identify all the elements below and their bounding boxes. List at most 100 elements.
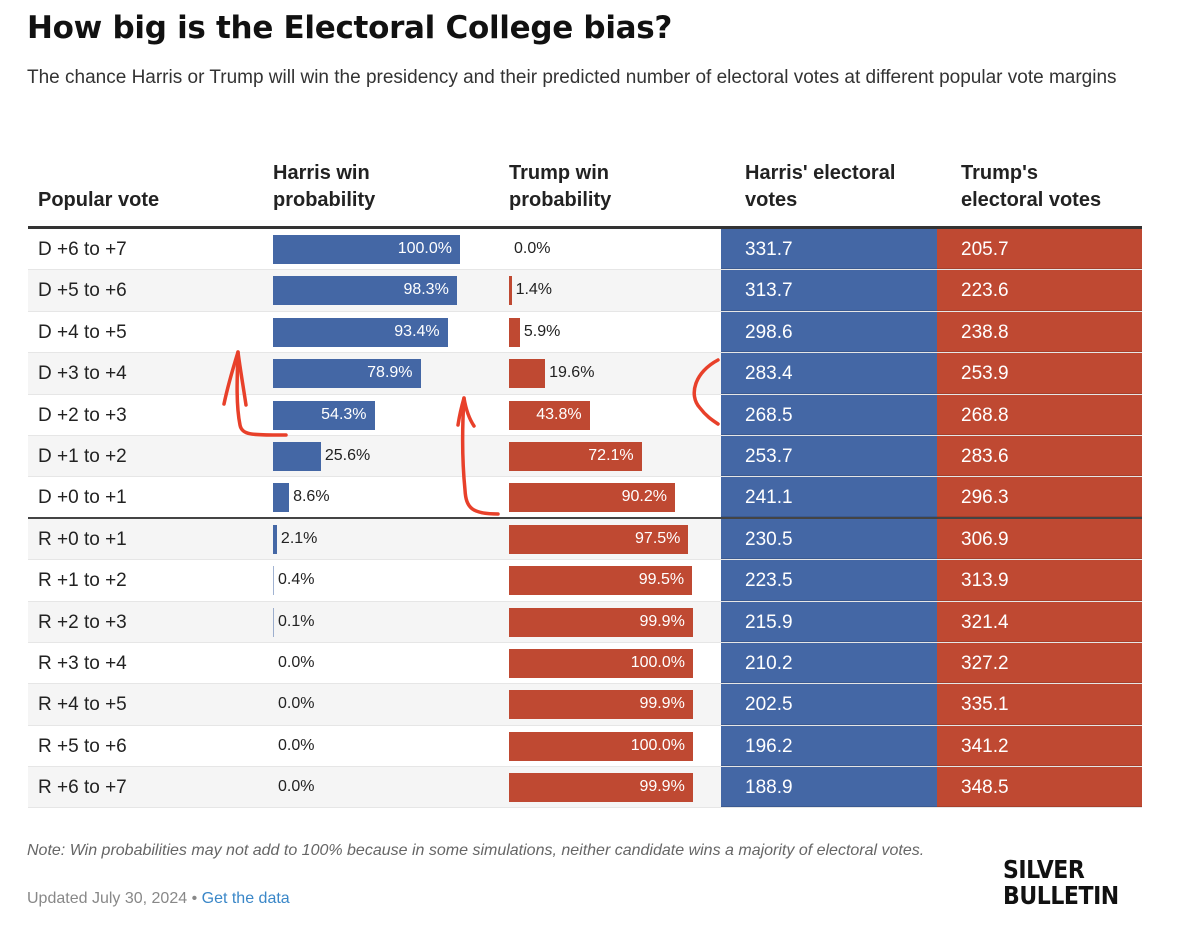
harris-ev-cell: 202.5	[721, 684, 937, 725]
popular-vote-cell: R +0 to +1	[38, 528, 127, 550]
table-row: R +5 to +6 0.0% 100.0% 196.2 341.2	[28, 725, 1142, 768]
harris-ev-cell: 210.2	[721, 642, 937, 684]
popular-vote-cell: R +3 to +4	[38, 652, 127, 674]
table-row: D +1 to +2 25.6% 72.1% 253.7 283.6	[28, 435, 1142, 478]
harris-ev-cell: 313.7	[721, 270, 937, 311]
harris-win-label: 0.1%	[278, 612, 315, 630]
harris-win-bar	[273, 400, 375, 430]
harris-win-bar	[273, 441, 321, 471]
table-header: Popular vote Harris win probability Trum…	[28, 150, 1142, 229]
trump-win-bar	[509, 607, 693, 637]
popular-vote-cell: D +0 to +1	[38, 487, 127, 509]
header-trump-win-line2: probability	[509, 189, 612, 211]
header-trump-win[interactable]: Trump win probability	[509, 160, 611, 214]
separator-dot: •	[187, 890, 202, 907]
header-harris-ev[interactable]: Harris' electoral votes	[745, 160, 895, 214]
header-harris-ev-line1: Harris' electoral	[745, 162, 896, 184]
harris-win-bar	[273, 276, 457, 306]
trump-ev-cell: 253.9	[937, 353, 1142, 394]
chart-subtitle: The chance Harris or Trump will win the …	[27, 67, 1117, 88]
harris-win-bar	[273, 359, 421, 389]
popular-vote-cell: D +6 to +7	[38, 239, 127, 260]
harris-ev-cell: 188.9	[721, 767, 937, 808]
trump-ev-cell: 306.9	[937, 518, 1142, 560]
harris-win-label: 0.0%	[278, 695, 315, 713]
trump-win-label: 97.5%	[635, 529, 681, 547]
trump-win-bar	[509, 731, 693, 761]
trump-win-label: 99.9%	[639, 695, 685, 713]
trump-win-label: 72.1%	[588, 446, 634, 464]
chart-title: How big is the Electoral College bias?	[27, 10, 673, 46]
table-row: D +6 to +7 100.0% 0.0% 331.7 205.7	[28, 229, 1142, 271]
table-row: R +4 to +5 0.0% 99.9% 202.5 335.1	[28, 684, 1142, 726]
harris-win-label: 0.0%	[278, 778, 315, 796]
table-row: R +1 to +2 0.4% 99.5% 223.5 313.9	[28, 560, 1142, 602]
trump-win-label: 100.0%	[630, 653, 685, 671]
popular-vote-cell: D +3 to +4	[38, 363, 127, 385]
footnote: Note: Win probabilities may not add to 1…	[27, 842, 925, 859]
harris-ev-cell: 215.9	[721, 601, 937, 642]
harris-win-label: 0.0%	[278, 653, 315, 671]
table-body: D +6 to +7 100.0% 0.0% 331.7 205.7 D +5 to +6…	[28, 229, 1142, 809]
trump-win-bar	[509, 400, 590, 430]
header-harris-win[interactable]: Harris win probability	[273, 160, 375, 214]
popular-vote-cell: D +1 to +2	[38, 445, 127, 467]
popular-vote-cell: D +5 to +6	[38, 280, 127, 302]
header-popular-vote[interactable]: Popular vote	[38, 187, 159, 214]
popular-vote-cell: R +4 to +5	[38, 694, 127, 716]
header-trump-ev-line2: electoral votes	[961, 189, 1102, 211]
harris-ev-cell: 331.7	[721, 229, 937, 270]
header-trump-ev-line1: Trump's	[961, 162, 1038, 184]
trump-win-bar	[509, 441, 642, 471]
trump-win-label: 43.8%	[536, 405, 582, 423]
harris-win-label: 93.4%	[394, 322, 440, 340]
trump-ev-cell: 268.8	[937, 394, 1142, 435]
harris-win-label: 54.3%	[321, 405, 367, 423]
trump-win-bar	[509, 359, 546, 389]
table-row: D +3 to +4 78.9% 19.6% 283.4 253.9	[28, 353, 1142, 395]
data-table: Popular vote Harris win probability Trum…	[28, 150, 1142, 809]
trump-win-label: 1.4%	[515, 281, 553, 299]
trump-ev-cell: 341.2	[937, 725, 1142, 767]
trump-win-label: 100.0%	[630, 736, 685, 754]
trump-win-label: 5.9%	[523, 322, 561, 340]
table-row: D +2 to +3 54.3% 43.8% 268.5 268.8	[28, 394, 1142, 436]
trump-ev-cell: 348.5	[937, 767, 1142, 808]
popular-vote-cell: R +1 to +2	[38, 570, 127, 592]
trump-win-bar	[509, 773, 693, 803]
trump-win-bar	[509, 648, 693, 678]
harris-win-bar	[273, 483, 290, 513]
harris-ev-cell: 230.5	[721, 518, 937, 560]
trump-win-bar	[509, 566, 693, 596]
harris-win-label: 100.0%	[397, 240, 452, 257]
trump-win-bar	[509, 483, 675, 513]
trump-ev-cell: 296.3	[937, 477, 1142, 517]
harris-ev-cell: 241.1	[721, 477, 937, 517]
table-row: R +0 to +1 2.1% 97.5% 230.5 306.9	[28, 518, 1142, 561]
harris-win-label: 8.6%	[293, 488, 330, 506]
harris-win-label: 25.6%	[324, 446, 371, 464]
header-trump-ev[interactable]: Trump's electoral votes	[961, 160, 1101, 214]
logo-line1: SILVER	[1003, 855, 1085, 884]
trump-ev-cell: 321.4	[937, 601, 1142, 642]
trump-ev-cell: 238.8	[937, 311, 1142, 353]
header-trump-win-line1: Trump win	[509, 162, 609, 184]
harris-ev-cell: 298.6	[721, 311, 937, 353]
table-row: R +2 to +3 0.1% 99.9% 215.9 321.4	[28, 601, 1142, 643]
get-the-data-link[interactable]: Get the data	[201, 890, 290, 907]
trump-ev-cell: 327.2	[937, 642, 1142, 684]
trump-win-bar	[509, 524, 689, 554]
header-harris-ev-line2: votes	[745, 189, 798, 211]
table-row: R +6 to +7 0.0% 99.9% 188.9 348.5	[28, 767, 1142, 809]
harris-win-bar	[273, 566, 274, 596]
silver-bulletin-logo[interactable]: SILVER BULLETIN	[1003, 857, 1119, 909]
trump-ev-cell: 283.6	[937, 435, 1142, 477]
trump-win-bar	[509, 317, 520, 347]
table-row: R +3 to +4 0.0% 100.0% 210.2 327.2	[28, 642, 1142, 685]
header-harris-win-line1: Harris win	[273, 162, 370, 184]
trump-win-label: 99.9%	[639, 612, 685, 630]
harris-win-label: 2.1%	[280, 529, 318, 547]
harris-ev-cell: 283.4	[721, 353, 937, 394]
trump-ev-cell: 205.7	[937, 229, 1142, 270]
trump-win-label: 90.2%	[621, 488, 667, 506]
